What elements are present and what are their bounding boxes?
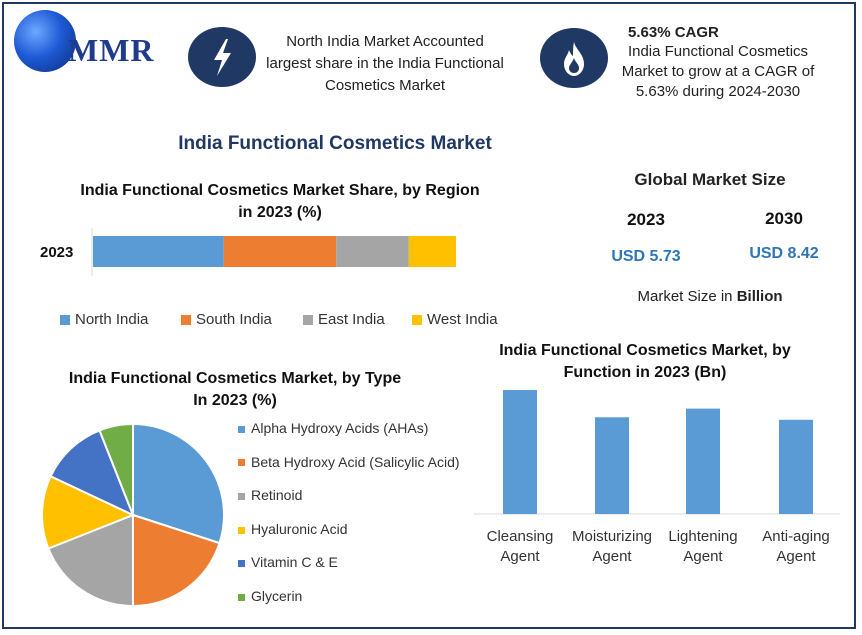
page-title: India Functional Cosmetics Market	[178, 133, 492, 154]
function-bar-chart: Cleansing Agent Moisturizing Agent Lightenin…	[474, 390, 840, 565]
type-legend-beta-hydroxy-acid-salicylic-acid: Beta Hydroxy Acid (Salicylic Acid)	[238, 454, 460, 470]
function-label-cleansing-agent: Cleansing Agent	[487, 528, 554, 565]
function-label-lightening-agent: Lightening Agent	[668, 528, 737, 565]
type-chart-title: India Functional Cosmetics Market, by Ty…	[68, 370, 402, 409]
function-bar-lightening-agent	[686, 408, 720, 514]
function-label-anti-aging-agent: Anti-aging Agent	[762, 528, 830, 565]
pie-slice-beta-hydroxy-acid-salicylic-acid	[132, 513, 221, 608]
global-market-title: Global Market Size	[634, 170, 786, 189]
region-chart: 2023	[40, 228, 456, 276]
type-legend-alpha-hydroxy-acids-ahas: Alpha Hydroxy Acids (AHAs)	[238, 420, 428, 436]
type-legend-vitamin-c-e: Vitamin C & E	[238, 554, 338, 570]
pie-slice-glycerin	[98, 423, 134, 516]
region-bar-north-india	[93, 236, 224, 267]
cagr-title: 5.63% CAGR	[628, 24, 719, 41]
function-bar-anti-aging-agent	[779, 419, 813, 514]
globe-logo-icon	[14, 10, 76, 72]
pie-slice-retinoid	[47, 513, 134, 608]
pie-slice-vitamin-c-e	[49, 429, 135, 517]
region-bar-west-india	[408, 236, 456, 267]
region-legend-south-india: South India	[181, 311, 272, 328]
global-market-note: Market Size in Billion	[637, 288, 783, 305]
type-legend-glycerin: Glycerin	[238, 588, 302, 604]
region-category-label: 2023	[40, 244, 73, 261]
function-label-moisturizing-agent: Moisturizing Agent	[572, 528, 652, 565]
logo-text: MMR	[68, 32, 155, 68]
region-legend-north-india: North India	[60, 311, 148, 328]
pie-slice-alpha-hydroxy-acids-ahas	[132, 423, 225, 545]
type-legend-retinoid: Retinoid	[238, 487, 302, 503]
lightning-icon	[188, 27, 256, 87]
flame-icon	[540, 28, 608, 88]
function-chart-title: India Functional Cosmetics Market, by Fu…	[499, 342, 791, 381]
global-year-2023: 2023	[627, 210, 665, 229]
type-pie-chart	[41, 423, 225, 608]
global-value-2030: USD 8.42	[749, 245, 819, 262]
region-chart-title: India Functional Cosmetics Market Share,…	[80, 182, 480, 221]
type-legend-hyaluronic-acid: Hyaluronic Acid	[238, 521, 348, 537]
header-left-text: North India Market Accounted largest sha…	[266, 33, 504, 94]
cagr-text: India Functional Cosmetics Market to gro…	[621, 43, 815, 100]
region-legend-east-india: East India	[303, 311, 385, 328]
page-border	[2, 2, 856, 629]
function-bar-cleansing-agent	[503, 390, 537, 514]
region-bar-south-india	[223, 236, 337, 267]
global-year-2030: 2030	[765, 209, 803, 228]
function-bar-moisturizing-agent	[595, 417, 629, 514]
region-bar-east-india	[336, 236, 409, 267]
global-value-2023: USD 5.73	[611, 248, 681, 265]
region-legend-west-india: West India	[412, 311, 498, 328]
pie-slice-hyaluronic-acid	[41, 474, 136, 550]
